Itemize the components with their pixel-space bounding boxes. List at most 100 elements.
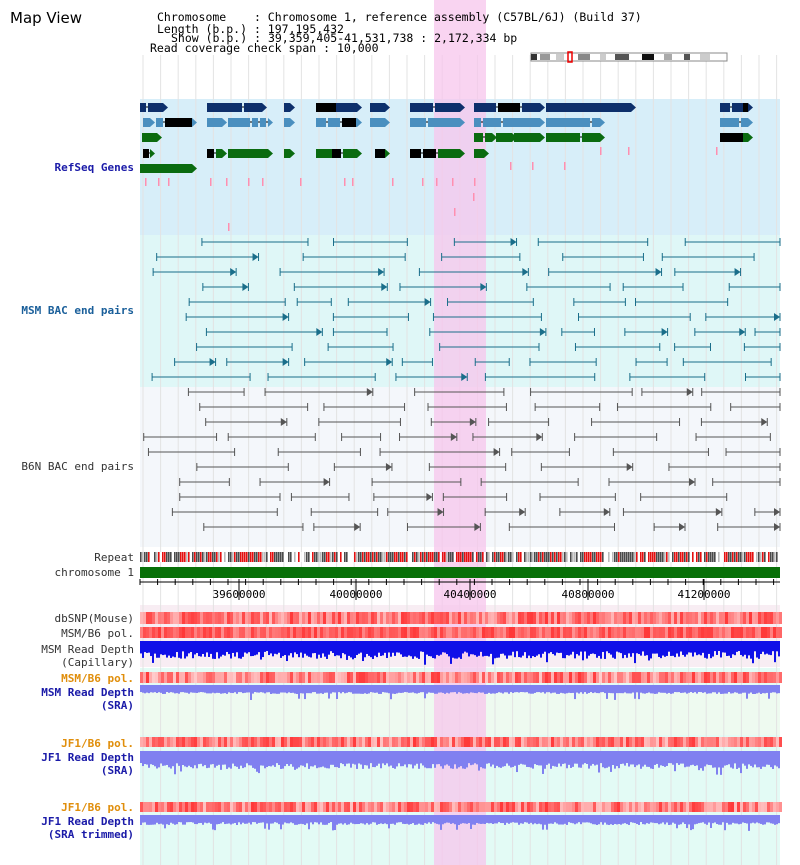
track-label-jf1-b6-pol-2[interactable]: JF1/B6 pol. [61, 801, 134, 814]
jf1-depth-trim-bar [714, 815, 716, 823]
jf1-depth-trim-bar [378, 815, 380, 825]
msm-depth-capillary-bar [368, 641, 370, 656]
track-label-refseq[interactable]: RefSeq Genes [54, 161, 134, 174]
msm-b6-pol-cell [725, 627, 728, 638]
msm-b6-pol-cell [167, 627, 170, 638]
msm-b6-pol-sra-cell [254, 672, 257, 683]
repeat-element [408, 552, 410, 562]
jf1-b6-pol-cell [254, 737, 257, 747]
repeat-element [542, 552, 544, 562]
jf1-b6-pol-trim-cell [458, 802, 461, 812]
track-label-repeat[interactable]: Repeat [94, 551, 134, 564]
jf1-depth-trim-bar [304, 815, 306, 825]
jf1-b6-pol-trim-cell [182, 802, 185, 812]
jf1-b6-pol-cell [692, 737, 695, 747]
track-label-b6n-bac[interactable]: B6N BAC end pairs [21, 460, 134, 473]
jf1-depth-trim-bar [648, 815, 650, 824]
msm-depth-sra-bar [174, 685, 176, 694]
b6n-bac-arrow [426, 493, 433, 501]
jf1-b6-pol-cell [560, 737, 563, 747]
gene-exon [207, 103, 222, 112]
msm-b6-pol-sra-cell [674, 672, 677, 683]
jf1-depth-trim-bar [248, 815, 250, 823]
jf1-b6-pol-cell [662, 737, 665, 747]
track-label-msm-depth-capillary[interactable]: MSM Read Depth [41, 643, 134, 656]
gene-exon [316, 149, 324, 158]
jf1-b6-pol-cell [512, 737, 515, 747]
jf1-depth-sra-bar [672, 751, 674, 765]
jf1-depth-sra-bar [418, 751, 420, 769]
msm-b6-pol-cell [461, 627, 464, 638]
jf1-depth-sra-bar [474, 751, 476, 764]
track-label-jf1-depth-sra[interactable]: JF1 Read Depth [41, 751, 134, 764]
jf1-b6-pol-cell [464, 737, 467, 747]
jf1-b6-pol-cell [527, 737, 530, 747]
track-label-dbsnp[interactable]: dbSNP(Mouse) [54, 612, 134, 625]
dbsnp-cell [437, 612, 440, 624]
msm-b6-pol-cell [197, 627, 200, 638]
gene-strand-arrow [192, 164, 197, 173]
jf1-b6-pol-cell [197, 737, 200, 747]
jf1-depth-sra-bar [502, 751, 504, 767]
jf1-depth-trim-bar [634, 815, 636, 824]
jf1-b6-pol-cell [536, 737, 539, 747]
msm-depth-sra-bar [572, 685, 574, 693]
jf1-b6-pol-trim-cell [704, 802, 707, 812]
track-label-jf1-depth-trim[interactable]: JF1 Read Depth [41, 815, 134, 828]
msm-b6-pol-cell [236, 627, 239, 638]
jf1-depth-trim-bar [324, 815, 326, 825]
jf1-b6-pol-trim-cell [761, 802, 764, 812]
repeat-element [210, 552, 212, 562]
jf1-depth-trim-bar [558, 815, 560, 825]
jf1-b6-pol-trim-cell [224, 802, 227, 812]
jf1-depth-sra-bar [270, 751, 272, 767]
jf1-b6-pol-cell [173, 737, 176, 747]
track-label-msm-depth-sra[interactable]: MSM Read Depth [41, 686, 134, 699]
msm-b6-pol-sra-cell [236, 672, 239, 683]
jf1-b6-pol-cell [152, 737, 155, 747]
msm-depth-capillary-bar [220, 641, 222, 657]
msm-depth-sra-bar [206, 685, 208, 694]
msm-b6-pol-sra-cell [770, 672, 773, 683]
jf1-b6-pol-cell [656, 737, 659, 747]
track-label-msm-bac[interactable]: MSM BAC end pairs [21, 304, 134, 317]
jf1-depth-sra-bar [524, 751, 526, 765]
gene-marker [300, 178, 302, 186]
repeat-element [270, 552, 272, 562]
jf1-depth-trim-bar [600, 815, 602, 823]
track-label-msm-b6-pol-2[interactable]: MSM/B6 pol. [61, 672, 134, 685]
jf1-depth-trim-bar [162, 815, 164, 825]
msm-depth-sra-bar [496, 685, 498, 694]
msm-b6-pol-cell [395, 627, 398, 638]
msm-depth-capillary-bar [200, 641, 202, 657]
jf1-b6-pol-cell [365, 737, 368, 747]
jf1-b6-pol-trim-cell [533, 802, 536, 812]
jf1-depth-sra-bar [544, 751, 546, 769]
msm-depth-sra-bar [750, 685, 752, 693]
track-label-msm-b6-pol[interactable]: MSM/B6 pol. [61, 627, 134, 640]
gene-marker [344, 178, 346, 186]
gene-exon [222, 103, 242, 112]
b6n-bac-arrow [774, 523, 780, 531]
jf1-b6-pol-cell [251, 737, 254, 747]
msm-depth-sra-bar [314, 685, 316, 693]
msm-b6-pol-cell [479, 627, 482, 638]
msm-b6-pol-cell [674, 627, 677, 638]
msm-b6-pol-sra-cell [335, 672, 338, 683]
jf1-b6-pol-trim-cell [401, 802, 404, 812]
gene-exon [741, 118, 748, 127]
jf1-depth-trim-bar [414, 815, 416, 825]
msm-b6-pol-cell [668, 627, 671, 638]
msm-b6-pol-cell [491, 627, 494, 638]
msm-bac-arrow [242, 283, 249, 291]
msm-depth-capillary-bar [502, 641, 504, 654]
msm-b6-pol-cell [599, 627, 602, 638]
msm-depth-capillary-bar [376, 641, 378, 658]
dbsnp-cell [284, 612, 287, 624]
jf1-b6-pol-trim-cell [191, 802, 194, 812]
msm-depth-sra-bar [416, 685, 418, 694]
track-label-chromosome[interactable]: chromosome 1 [54, 566, 134, 579]
track-label-jf1-b6-pol[interactable]: JF1/B6 pol. [61, 737, 134, 750]
repeat-element [224, 552, 226, 562]
